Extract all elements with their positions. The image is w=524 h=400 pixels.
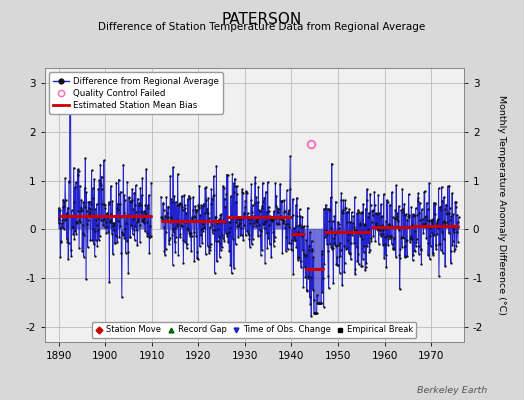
- Text: Berkeley Earth: Berkeley Earth: [417, 386, 487, 395]
- Legend: Station Move, Record Gap, Time of Obs. Change, Empirical Break: Station Move, Record Gap, Time of Obs. C…: [92, 322, 417, 338]
- Text: PATERSON: PATERSON: [222, 12, 302, 27]
- Y-axis label: Monthly Temperature Anomaly Difference (°C): Monthly Temperature Anomaly Difference (…: [497, 95, 506, 315]
- Text: Difference of Station Temperature Data from Regional Average: Difference of Station Temperature Data f…: [99, 22, 425, 32]
